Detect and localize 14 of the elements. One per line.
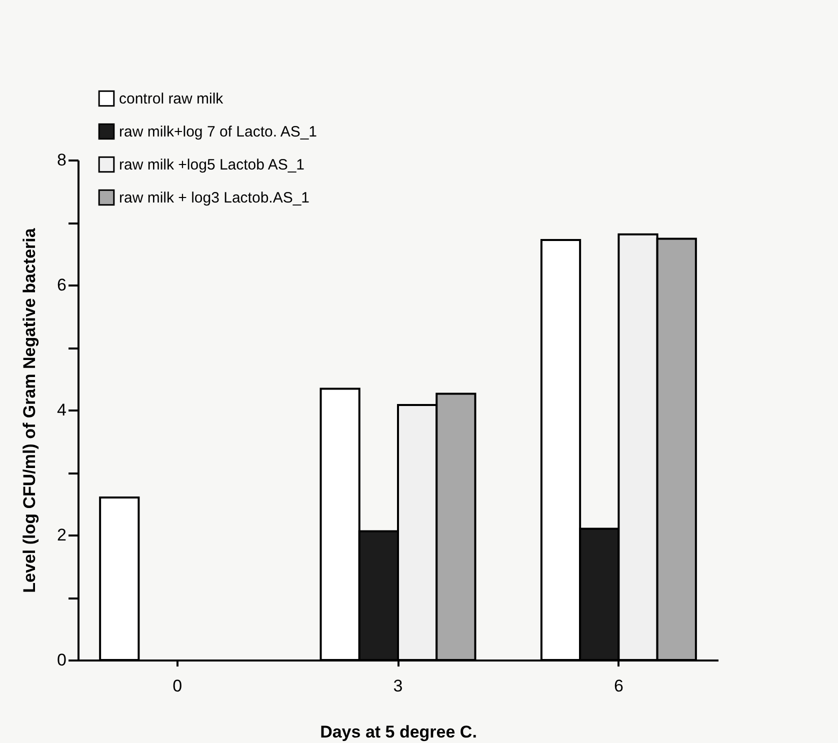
y-tick-label: 4 <box>57 400 66 420</box>
x-tick-label: 6 <box>614 676 624 696</box>
x-axis-title: Days at 5 degree C. <box>320 722 477 742</box>
x-tick-label: 0 <box>172 676 182 696</box>
y-tick-label: 8 <box>57 150 66 170</box>
y-tick-label: 0 <box>57 650 66 670</box>
y-axis-title: Level (log CFU/ml) of Gram Negative bacteria <box>20 228 40 593</box>
legend-label: raw milk + log3 Lactob.AS_1 <box>119 190 310 206</box>
x-tick-label: 3 <box>393 676 403 696</box>
y-tick-label: 2 <box>57 526 66 544</box>
legend-label: control raw milk <box>119 90 224 108</box>
legend-label: raw milk+log 7 of Lacto. AS_1 <box>119 124 318 140</box>
y-tick-label: 6 <box>57 276 66 294</box>
legend-label: raw milk +log5 Lactob AS_1 <box>119 156 305 174</box>
